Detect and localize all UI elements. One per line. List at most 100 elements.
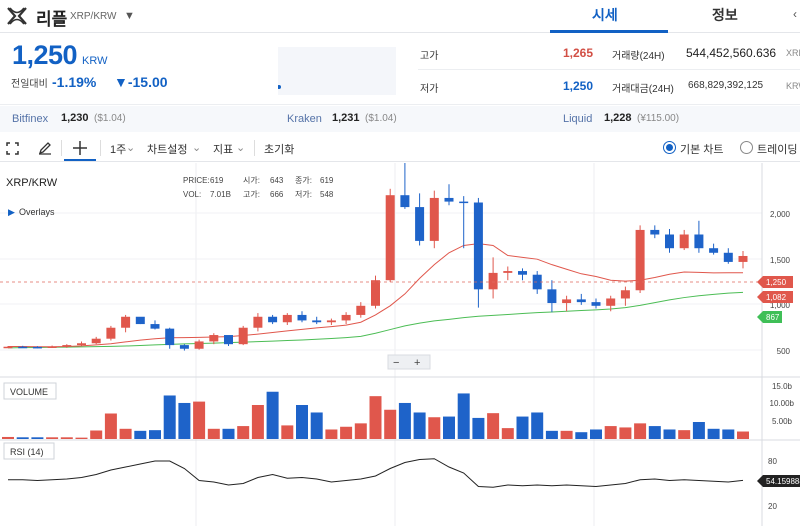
exchange-name[interactable]: Liquid: [563, 113, 593, 125]
triangle-right-icon[interactable]: ▶: [8, 207, 15, 217]
candle: [665, 229, 674, 253]
candle: [209, 333, 219, 345]
app-header: 리플 XRP/KRW ▼ 시세 정보 ‹: [0, 0, 800, 33]
volume-bar: [60, 437, 73, 439]
basic-chart-radio[interactable]: [663, 141, 676, 154]
tab-price[interactable]: 시세: [592, 7, 618, 23]
chevron-down-icon[interactable]: ▼: [124, 10, 135, 22]
volume-bar: [398, 402, 411, 439]
volume-bar: [619, 427, 632, 439]
price-tick: 2,000: [770, 210, 791, 219]
volume-bar: [692, 422, 705, 439]
volume-bar: [266, 391, 279, 439]
volume-bar: [634, 423, 647, 439]
zoom-out-button[interactable]: −: [393, 357, 399, 369]
zoom-in-button[interactable]: +: [414, 357, 420, 369]
candle: [268, 314, 278, 325]
exchange-price: 1,228: [604, 112, 632, 124]
volume-bar: [251, 405, 264, 439]
amount-unit: KRW: [786, 81, 800, 91]
indicators-menu[interactable]: 지표: [213, 144, 234, 156]
last-price-badge: 1,250: [757, 276, 793, 288]
volume-bar: [413, 412, 426, 439]
zoom-controls: − +: [387, 354, 431, 370]
chart-grid: [0, 163, 800, 526]
candle: [591, 298, 601, 309]
svg-text:PRICE:: PRICE:: [183, 176, 210, 185]
pencil-icon[interactable]: [38, 141, 52, 155]
current-price: 1,250: [12, 40, 78, 70]
volume-bar: [163, 395, 176, 439]
candle: [371, 275, 380, 309]
fullscreen-icon[interactable]: [6, 142, 19, 155]
volume-bar: [2, 436, 14, 439]
candle: [709, 243, 719, 255]
candle: [282, 313, 292, 325]
candle: [121, 314, 131, 333]
volume-bar: [222, 428, 235, 439]
volume-bar: [545, 430, 558, 439]
ma1-badge: 1,082: [757, 291, 793, 303]
volume-bar: [560, 430, 573, 439]
candle: [532, 271, 542, 294]
svg-text:종가:: 종가:: [295, 176, 312, 185]
volume-bar: [663, 429, 676, 439]
volume-bar: [75, 437, 88, 439]
candle: [679, 229, 689, 251]
sparkline-area: [277, 47, 396, 95]
candle: [179, 344, 189, 351]
candle: [77, 341, 86, 347]
amount-label: 거래대금(24H): [612, 84, 674, 95]
candle: [91, 336, 101, 345]
reset-button[interactable]: 초기화: [264, 144, 295, 156]
overlays-toggle[interactable]: Overlays: [19, 207, 55, 217]
period-select[interactable]: 1주: [110, 144, 127, 156]
svg-text:고가:: 고가:: [243, 190, 260, 199]
volume-tick: 10.00b: [770, 399, 795, 408]
trading-view-radio[interactable]: [740, 141, 753, 154]
toolbar-divider: [100, 140, 101, 156]
candle: [253, 313, 263, 332]
volume-bar: [678, 430, 691, 439]
svg-text:54.159884: 54.159884: [766, 477, 800, 486]
volume-bar: [207, 428, 220, 439]
volume-bars: [2, 391, 749, 439]
candle: [312, 316, 322, 325]
candle: [47, 345, 57, 348]
volume-bar: [104, 413, 117, 439]
candle: [635, 225, 645, 293]
candle: [562, 295, 572, 312]
exchange-sub: ($1.04): [94, 113, 126, 124]
candle: [62, 344, 72, 348]
svg-text:7.01B: 7.01B: [210, 190, 231, 199]
volume-bar: [46, 437, 59, 439]
candle: [547, 280, 557, 313]
basic-chart-label: 기본 차트: [680, 144, 724, 156]
svg-text:시가:: 시가:: [243, 176, 260, 185]
price-chart[interactable]: XRP/KRW ▶ Overlays PRICE: 619 시가: 643 종가: 6…: [0, 163, 800, 526]
chart-settings-menu[interactable]: 차트설정: [147, 144, 188, 156]
candle: [576, 293, 586, 305]
volume-bar: [281, 425, 294, 439]
exchange-name[interactable]: Bitfinex: [12, 113, 49, 125]
candle: [3, 346, 13, 349]
price-tick: 500: [777, 347, 791, 356]
xrp-logo-icon: [7, 7, 27, 25]
candle: [18, 345, 28, 349]
rsi-badge: 54.159884: [757, 475, 800, 487]
crosshair-icon[interactable]: [72, 140, 88, 156]
tab-info[interactable]: 정보: [712, 7, 738, 23]
price-tick: 1,000: [770, 301, 791, 310]
candle: [238, 325, 248, 346]
tab-more[interactable]: ‹: [793, 7, 797, 21]
volume-bar: [193, 401, 206, 439]
candle: [459, 196, 469, 249]
trading-view-label: 트레이딩: [757, 144, 798, 156]
volume-unit: XRP: [786, 48, 800, 58]
exchange-name[interactable]: Kraken: [287, 113, 322, 125]
volume-panel-label: VOLUME: [3, 382, 57, 400]
amount-value: 668,829,392,125: [688, 80, 764, 91]
svg-text:VOL:: VOL:: [183, 190, 201, 199]
volume-bar: [119, 428, 132, 439]
rsi-line: [8, 458, 744, 488]
